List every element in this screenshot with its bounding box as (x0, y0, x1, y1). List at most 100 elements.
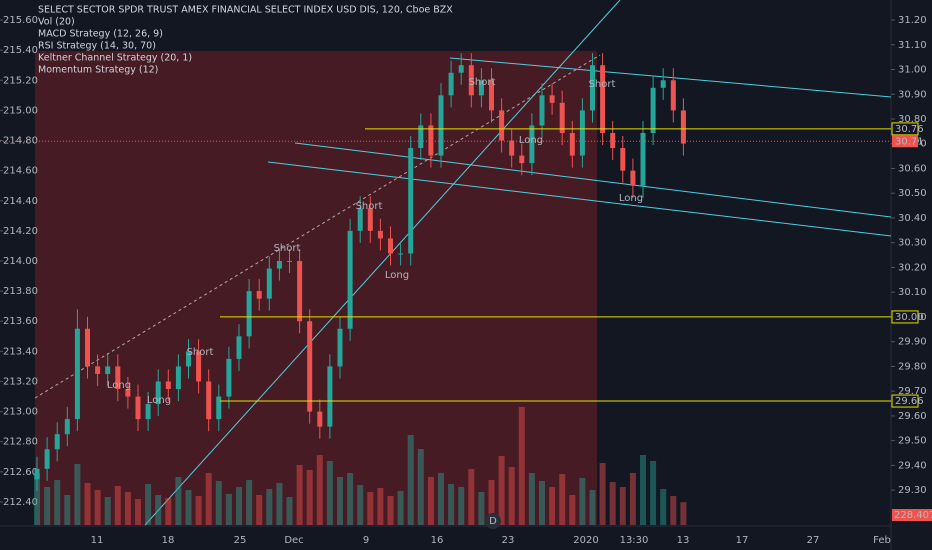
volume-bar (579, 478, 586, 525)
indicator: RSI Strategy (14, 30, 70) (38, 41, 156, 52)
volume-bar (54, 480, 61, 525)
candle-body (398, 253, 404, 255)
price-tag (891, 310, 919, 324)
y2-tick-label: 30.40 (898, 213, 927, 224)
y2-tick-label: 29.50 (898, 436, 927, 447)
volume-bar (124, 492, 131, 525)
signal-label: Short (274, 243, 301, 254)
volume-bar (609, 482, 616, 525)
candle-body (630, 170, 636, 186)
candle-body (307, 321, 313, 412)
y2-tick-label: 29.70 (898, 386, 927, 397)
candle-body (610, 132, 616, 149)
candle-body (276, 260, 282, 269)
candle-body (559, 102, 565, 133)
price-tag (891, 122, 919, 136)
y-tick-label: 214.40 (3, 196, 38, 207)
x-tick-label: 13:30 (620, 535, 649, 546)
candle-body (438, 95, 444, 156)
candle-body (115, 366, 121, 390)
candle-body (458, 65, 464, 73)
y2-tick-label: 30.80 (898, 114, 927, 125)
volume-bar (488, 480, 495, 525)
candle-body (650, 87, 656, 133)
channel-line (449, 57, 892, 98)
candle-body (499, 110, 505, 141)
volume-bar (205, 473, 212, 525)
signal-label: Short (589, 79, 616, 90)
candle-body (165, 381, 171, 390)
candle-body (489, 80, 494, 111)
price-tag-label: 30.71 (895, 136, 924, 147)
x-tick-label: 16 (431, 535, 444, 546)
y2-tick-label: 29.90 (898, 337, 927, 348)
y-tick-label: 212.60 (3, 467, 38, 478)
volume-bar (64, 495, 71, 525)
candle-body (660, 80, 666, 88)
candle-body (125, 389, 131, 397)
volume-bar (246, 480, 253, 525)
candle-body (155, 381, 161, 405)
volume-bar (660, 489, 667, 525)
candle-body (297, 260, 303, 322)
x-tick-label: 9 (363, 535, 369, 546)
candle-body (680, 110, 686, 144)
x-tick-label: 13 (677, 535, 690, 546)
volume-bar (266, 489, 273, 525)
y2-tick-label: 30.30 (898, 238, 927, 249)
y2-tick-label: 30.10 (898, 287, 927, 298)
x-tick-label: 25 (234, 535, 247, 546)
range-button[interactable] (485, 513, 501, 529)
y2-tick-label: 31.20 (898, 15, 927, 26)
candle-body (105, 366, 111, 374)
volume-bar (619, 487, 626, 525)
y-tick-label: 214.00 (3, 256, 38, 267)
candle-body (579, 110, 585, 156)
candle-body (357, 208, 363, 231)
indicator: Vol (20) (38, 17, 75, 28)
volume-bar (508, 467, 515, 525)
signal-label: Long (519, 135, 543, 146)
candle-body (347, 230, 353, 329)
volume-bar (680, 502, 687, 525)
y-tick-label: 215.40 (3, 45, 38, 56)
y-tick-label: 213.00 (3, 407, 38, 418)
volume-bar (478, 492, 485, 525)
volume-bar (276, 483, 283, 525)
y-tick-label: 212.80 (3, 437, 38, 448)
volume-bar (498, 456, 505, 525)
volume-bar (296, 465, 303, 525)
candle-body (418, 125, 424, 149)
x-tick-label: 2020 (573, 535, 598, 546)
volume-bar (84, 483, 91, 525)
indicator: Keltner Channel Strategy (20, 1) (38, 53, 192, 64)
price-tag (892, 135, 918, 148)
candle-body (600, 65, 606, 133)
header: SELECT SECTOR SPDR TRUST AMEX FINANCIAL … (38, 5, 453, 76)
volume-bar (427, 477, 434, 525)
candle-body (175, 366, 181, 390)
candle-body (569, 132, 575, 156)
trend-line (144, 0, 621, 526)
volume-bar (94, 490, 101, 525)
volume-bar (640, 455, 646, 525)
range-button-label[interactable]: D (489, 516, 497, 527)
candle-body (388, 238, 393, 254)
volume-tag (892, 509, 932, 521)
volume-bar (225, 494, 232, 525)
candle-body (317, 411, 323, 427)
candle-body (145, 404, 151, 420)
volume-bar (367, 492, 374, 525)
y-tick-label: 212.40 (3, 497, 38, 508)
x-tick-label: 18 (162, 535, 175, 546)
volume-bar (377, 488, 384, 525)
volume-bar (539, 481, 545, 525)
volume-bar (256, 495, 263, 525)
candle-body (377, 230, 383, 239)
volume-bar (104, 497, 111, 525)
candle-body (216, 396, 222, 420)
candle-body (135, 396, 141, 420)
channel-line (267, 161, 892, 237)
volume-bar (306, 470, 313, 525)
volume-tag-label: 228.407K (894, 510, 932, 521)
